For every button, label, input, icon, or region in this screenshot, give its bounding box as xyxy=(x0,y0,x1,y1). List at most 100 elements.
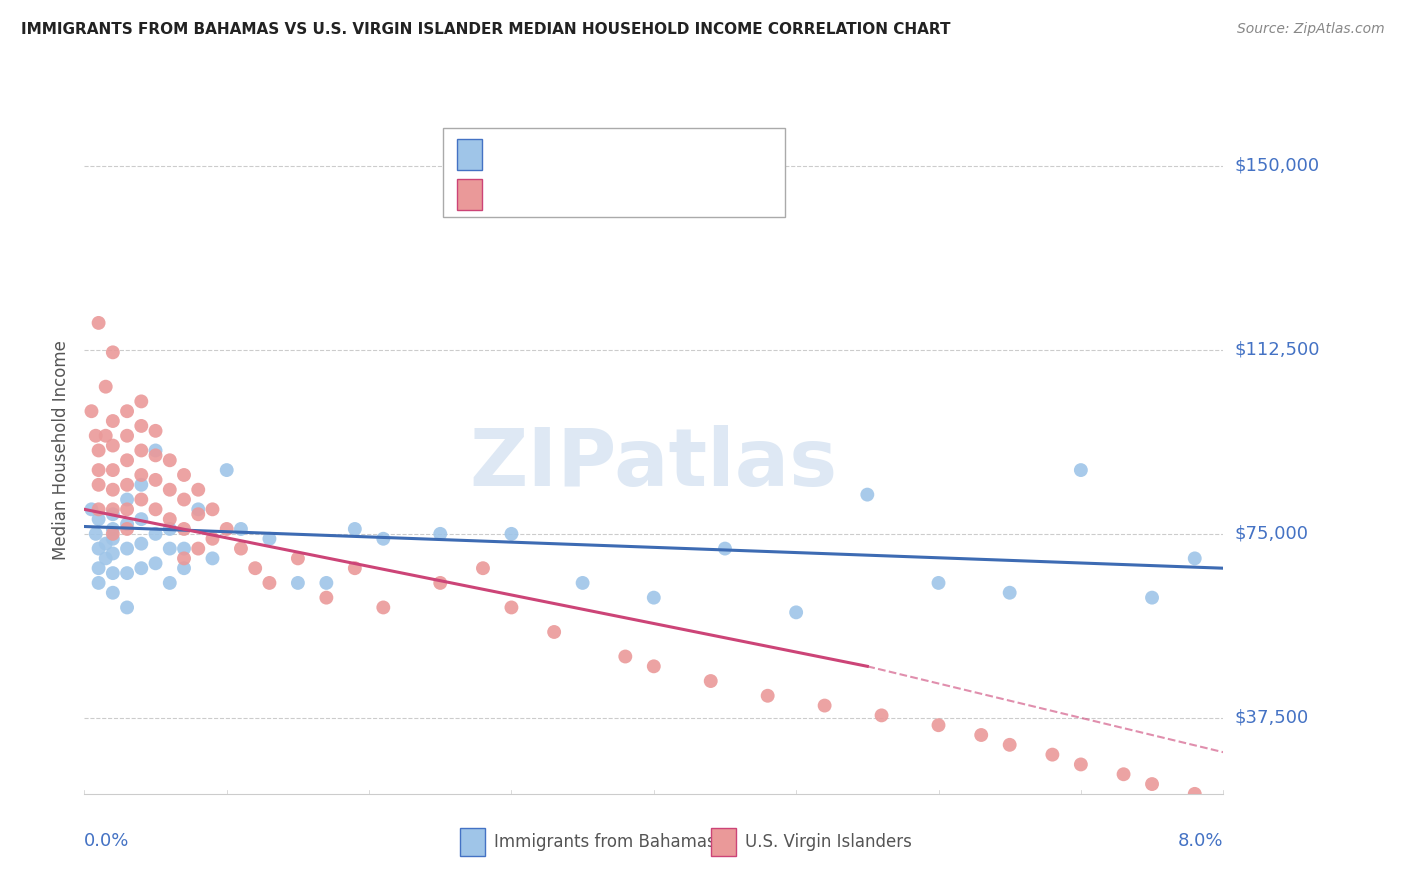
Point xyxy=(94,551,117,566)
FancyBboxPatch shape xyxy=(443,128,785,217)
Point xyxy=(131,492,153,507)
Point xyxy=(101,483,124,497)
Text: ZIPatlas: ZIPatlas xyxy=(470,425,838,503)
Point xyxy=(373,600,395,615)
Point xyxy=(101,586,124,600)
Point xyxy=(159,541,181,556)
Point xyxy=(159,453,181,467)
Point xyxy=(245,561,267,575)
Point xyxy=(87,463,110,477)
Point xyxy=(1184,787,1206,801)
Point xyxy=(287,576,309,591)
Point xyxy=(84,429,107,443)
Point xyxy=(173,561,195,575)
Bar xyxy=(460,828,485,855)
Text: Source: ZipAtlas.com: Source: ZipAtlas.com xyxy=(1237,22,1385,37)
Bar xyxy=(457,139,482,169)
Point xyxy=(543,624,565,639)
Point xyxy=(145,473,167,487)
Point xyxy=(159,522,181,536)
Point xyxy=(187,483,209,497)
Point xyxy=(87,561,110,575)
Point xyxy=(998,738,1021,752)
Point xyxy=(173,492,195,507)
Point xyxy=(173,467,195,482)
Point xyxy=(1112,767,1135,781)
Text: R = -0.292: R = -0.292 xyxy=(491,186,589,203)
Point xyxy=(115,541,138,556)
Text: N = 52: N = 52 xyxy=(665,145,727,163)
Point xyxy=(115,502,138,516)
Point xyxy=(287,551,309,566)
Point xyxy=(115,453,138,467)
Point xyxy=(1140,591,1163,605)
Point xyxy=(131,537,153,551)
Point xyxy=(756,689,779,703)
Point xyxy=(700,674,723,689)
Point xyxy=(131,419,153,434)
Point xyxy=(94,537,117,551)
Point xyxy=(101,566,124,581)
Point xyxy=(159,483,181,497)
Point xyxy=(115,492,138,507)
Point xyxy=(614,649,637,664)
Point xyxy=(101,546,124,561)
Point xyxy=(84,526,107,541)
Text: R = -0.098: R = -0.098 xyxy=(491,145,589,163)
Point xyxy=(145,443,167,458)
Point xyxy=(1140,777,1163,791)
Point xyxy=(115,478,138,492)
Text: U.S. Virgin Islanders: U.S. Virgin Islanders xyxy=(745,833,911,851)
Point xyxy=(259,576,281,591)
Point xyxy=(101,463,124,477)
Bar xyxy=(457,179,482,211)
Point xyxy=(472,561,495,575)
Point xyxy=(115,600,138,615)
Point xyxy=(87,478,110,492)
Point xyxy=(101,532,124,546)
Text: 0.0%: 0.0% xyxy=(84,831,129,850)
Point xyxy=(928,576,950,591)
Point xyxy=(101,507,124,521)
Point xyxy=(429,576,451,591)
Point xyxy=(115,517,138,532)
Point xyxy=(173,541,195,556)
Text: IMMIGRANTS FROM BAHAMAS VS U.S. VIRGIN ISLANDER MEDIAN HOUSEHOLD INCOME CORRELAT: IMMIGRANTS FROM BAHAMAS VS U.S. VIRGIN I… xyxy=(21,22,950,37)
Point xyxy=(145,449,167,463)
Point xyxy=(643,659,665,673)
Bar xyxy=(711,828,735,855)
Point xyxy=(201,502,224,516)
Point xyxy=(429,526,451,541)
Point xyxy=(856,487,879,501)
Point xyxy=(998,586,1021,600)
Y-axis label: Median Household Income: Median Household Income xyxy=(52,341,70,560)
Point xyxy=(115,429,138,443)
Point xyxy=(131,394,153,409)
Point xyxy=(87,576,110,591)
Point xyxy=(94,429,117,443)
Point xyxy=(229,541,252,556)
Point xyxy=(970,728,993,742)
Point xyxy=(115,566,138,581)
Point xyxy=(80,404,103,418)
Text: $75,000: $75,000 xyxy=(1234,524,1309,543)
Point xyxy=(571,576,593,591)
Point xyxy=(87,512,110,526)
Point xyxy=(201,532,224,546)
Point xyxy=(115,404,138,418)
Point xyxy=(131,561,153,575)
Point xyxy=(145,424,167,438)
Point xyxy=(101,439,124,453)
Point xyxy=(215,522,238,536)
Point xyxy=(1070,757,1092,772)
Point xyxy=(87,502,110,516)
Point xyxy=(101,345,124,359)
Point xyxy=(187,502,209,516)
Point xyxy=(87,541,110,556)
Point xyxy=(814,698,837,713)
Point xyxy=(101,502,124,516)
Point xyxy=(1070,463,1092,477)
Text: N = 70: N = 70 xyxy=(665,186,727,203)
Text: 8.0%: 8.0% xyxy=(1178,831,1223,850)
Point xyxy=(87,443,110,458)
